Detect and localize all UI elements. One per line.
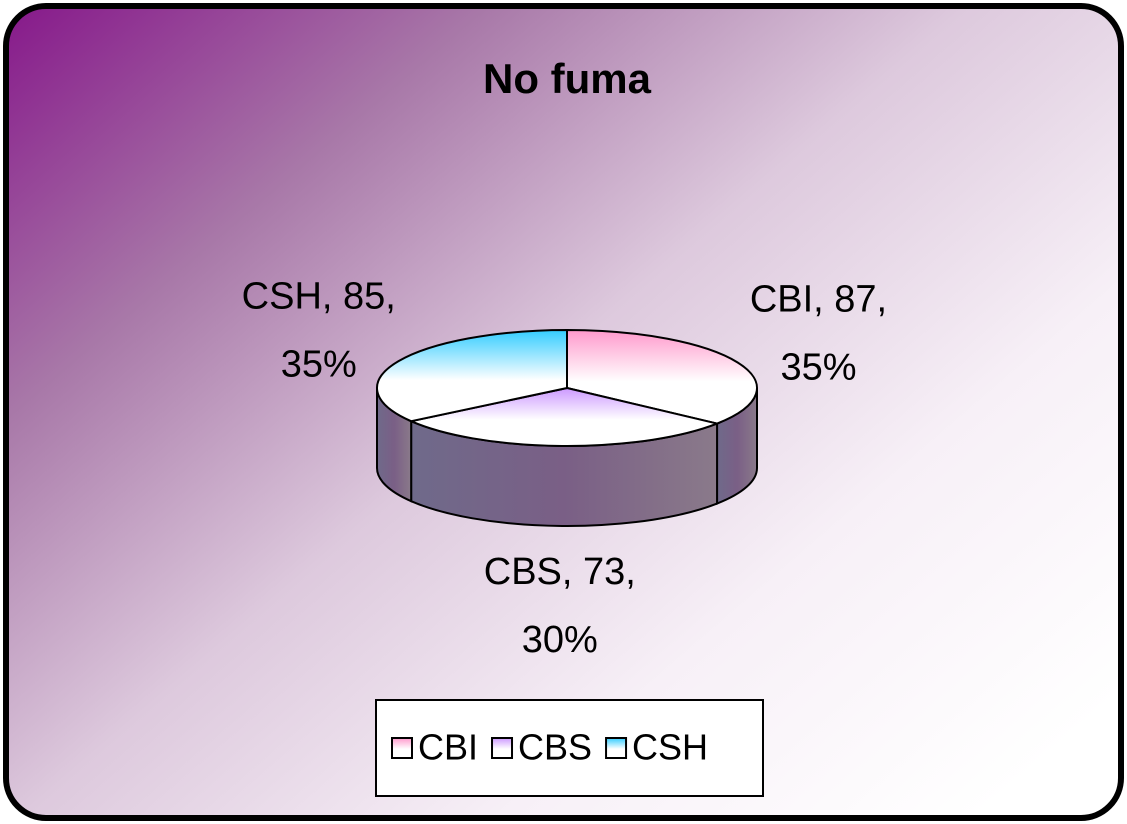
pie-slice	[566, 328, 758, 425]
legend-label: CSH	[632, 727, 708, 768]
legend-swatch	[491, 737, 514, 759]
data-label: CSH, 85,	[242, 276, 396, 318]
legend-swatch	[605, 737, 628, 759]
data-label: 35%	[780, 346, 856, 388]
legend-label: CBS	[518, 727, 592, 768]
pie-slice	[376, 328, 568, 423]
data-label: 30%	[522, 619, 598, 661]
data-label: CBI, 87,	[750, 278, 887, 320]
data-label: 35%	[281, 344, 357, 386]
legend-swatch	[391, 737, 413, 759]
pie-slice	[407, 386, 721, 447]
legend-box	[375, 699, 764, 797]
data-label: CBS, 73,	[484, 551, 636, 593]
chart-title: No fuma	[483, 55, 652, 102]
legend-label: CBI	[418, 727, 478, 768]
